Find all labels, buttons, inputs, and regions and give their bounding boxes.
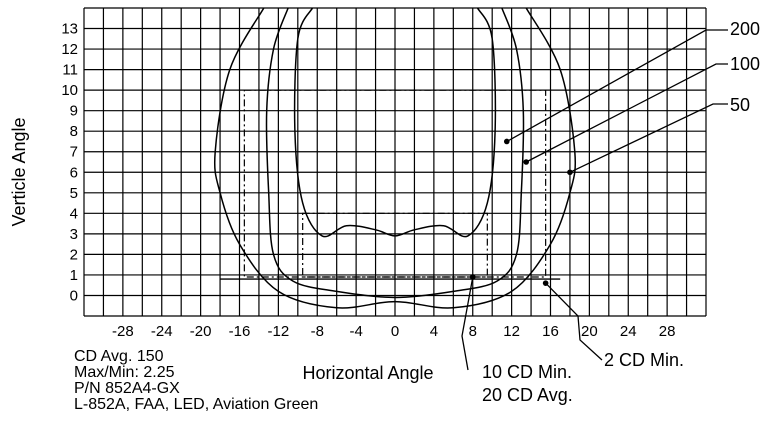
- y-tick-label: 0: [70, 287, 78, 304]
- y-tick-label: 8: [70, 123, 78, 140]
- x-tick-label: -8: [311, 323, 324, 340]
- callout-label: 200: [730, 19, 760, 39]
- callout-arrowhead: [503, 138, 510, 145]
- callout-label: 50: [730, 95, 750, 115]
- x-tick-label: -28: [112, 323, 134, 340]
- callout-leader: [569, 103, 728, 173]
- tick-labels: -28 -24 -20 -16 -12 -8 -4 0 4 8 12 16 20 24 2801234567…: [61, 21, 675, 340]
- callout-leader: [545, 282, 603, 361]
- info-line-cd-avg: CD Avg. 150: [74, 348, 164, 365]
- y-tick-label: 4: [70, 205, 78, 222]
- x-axis-title: Horizontal Angle: [302, 363, 433, 383]
- isocandela-curve-200: [293, 7, 497, 238]
- callout-label: 10 CD Min.: [482, 362, 572, 382]
- curves: [213, 7, 577, 309]
- y-tick-label: 9: [70, 103, 78, 120]
- x-tick-label: 0: [391, 323, 399, 340]
- info-line-max-min: Max/Min: 2.25: [74, 364, 175, 381]
- x-tick-label: 28: [659, 323, 676, 340]
- x-tick-label: -20: [190, 323, 212, 340]
- x-tick-label: 8: [469, 323, 477, 340]
- x-tick-label: 20: [581, 323, 598, 340]
- x-tick-label: -4: [349, 323, 362, 340]
- callout-leader: [461, 276, 474, 371]
- y-tick-label: 11: [62, 62, 78, 79]
- y-tick-label: 5: [70, 185, 78, 202]
- y-tick-label: 12: [61, 41, 78, 58]
- x-tick-label: 12: [503, 323, 520, 340]
- x-tick-label: 4: [430, 323, 438, 340]
- callout-arrowhead: [567, 169, 573, 176]
- x-tick-label: -24: [151, 323, 173, 340]
- callout-arrowhead: [542, 280, 549, 286]
- y-tick-label: 2: [70, 246, 78, 263]
- x-tick-label: 24: [620, 323, 637, 340]
- y-tick-label: 1: [70, 267, 78, 284]
- dashed-zone-2: [302, 212, 488, 278]
- y-tick-label: 7: [70, 144, 78, 161]
- callout-leader: [506, 29, 728, 143]
- callout-leader: [525, 63, 728, 163]
- dashed-zone-1: [243, 89, 547, 278]
- y-tick-label: 6: [70, 164, 78, 181]
- y-tick-label: 10: [61, 82, 78, 99]
- annotations: 200 100 50 10 CD Min. 20 CD Avg. 2 CD Min.: [461, 19, 760, 405]
- y-axis-title: Verticle Angle: [9, 117, 29, 226]
- callout-label: 2 CD Min.: [604, 350, 684, 370]
- callout-label: 100: [730, 54, 760, 74]
- isocandela-curve-100: [265, 7, 525, 299]
- grid: [83, 7, 707, 317]
- callout-arrowhead: [523, 159, 530, 165]
- x-tick-label: -16: [229, 323, 251, 340]
- y-tick-label: 13: [61, 21, 78, 38]
- callout-label: 20 CD Avg.: [482, 385, 573, 405]
- callout-arrowhead: [469, 274, 476, 280]
- x-tick-label: -12: [268, 323, 290, 340]
- info-line-spec: L-852A, FAA, LED, Aviation Green: [74, 396, 318, 413]
- info-line-part-number: P/N 852A4-GX: [74, 380, 180, 397]
- isocandela-curve-50: [213, 7, 577, 309]
- y-tick-label: 3: [70, 226, 78, 243]
- x-tick-label: 16: [542, 323, 559, 340]
